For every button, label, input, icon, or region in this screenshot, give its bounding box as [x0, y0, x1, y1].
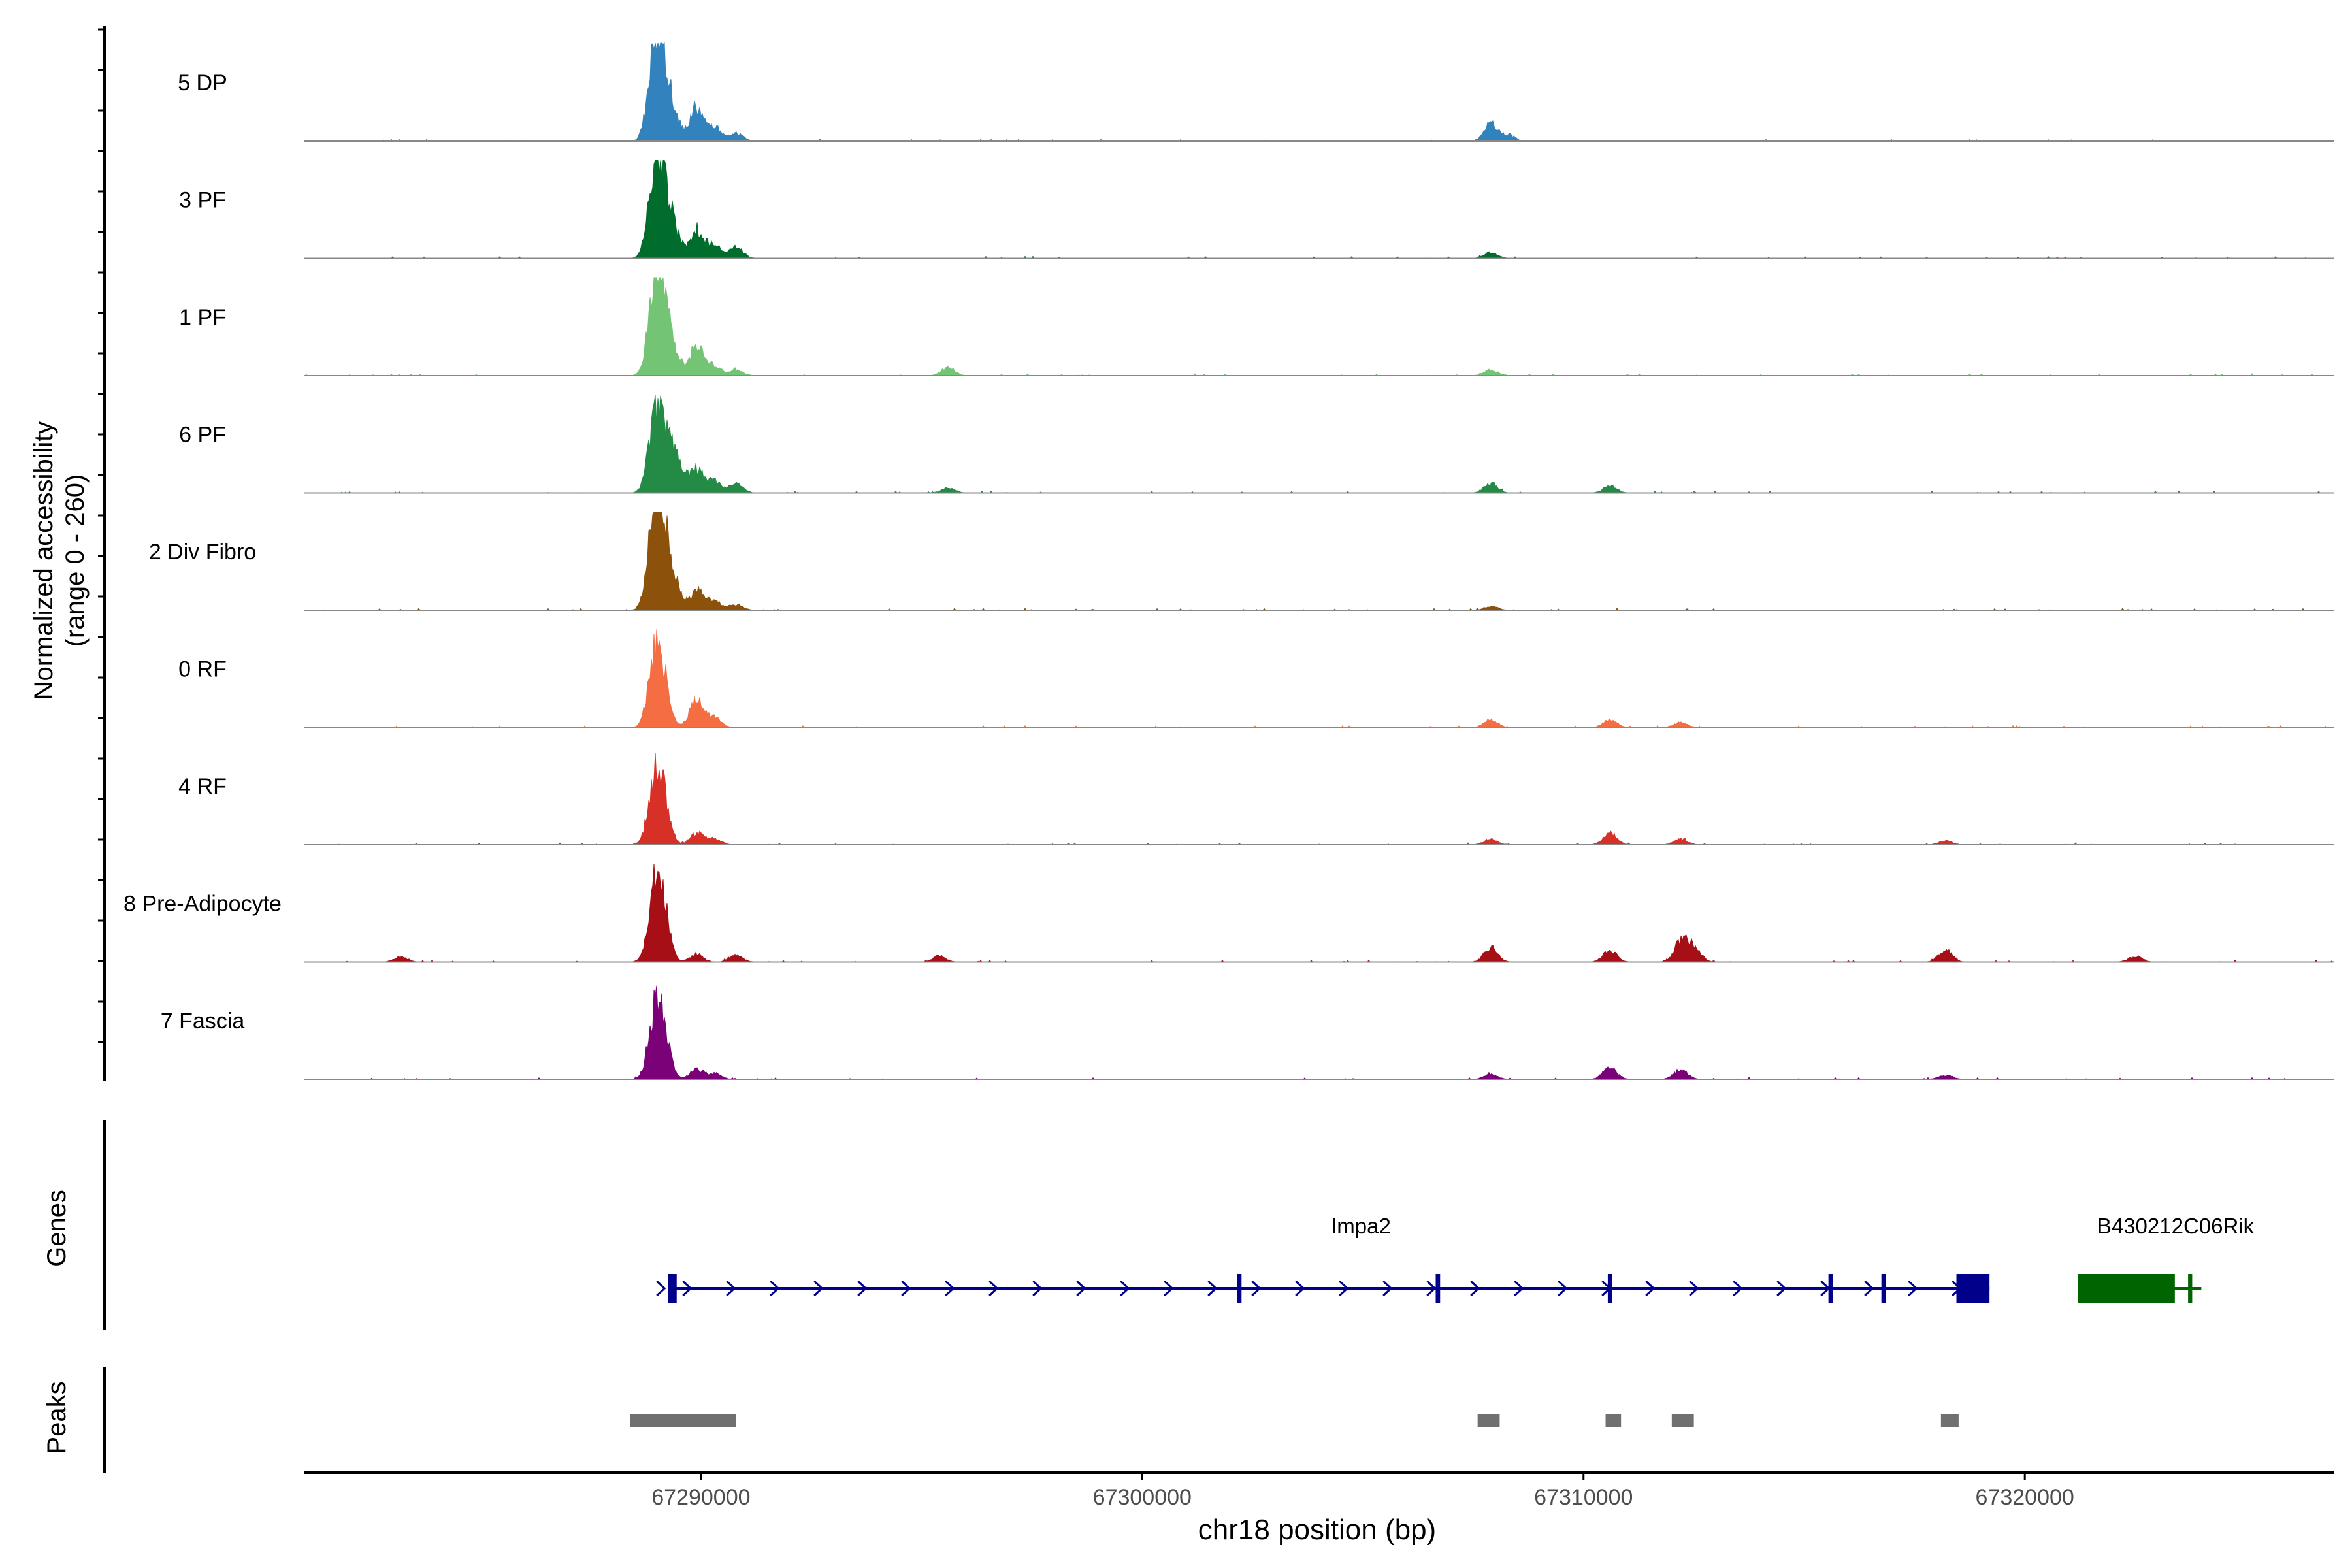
- x-axis-tick-label: 67300000: [1093, 1485, 1192, 1510]
- strand-arrow-impa2: [1908, 1280, 1918, 1297]
- coverage-area-3-pf: [304, 160, 2334, 259]
- track-label-8-pre-adipocyte: 8 Pre-Adipocyte: [123, 892, 282, 917]
- strand-arrow-impa2: [1470, 1280, 1480, 1297]
- strand-arrow-impa2: [1864, 1280, 1874, 1297]
- coverage-area-7-fascia: [304, 985, 2334, 1080]
- gene-exon-b430212c06rik: [2078, 1274, 2175, 1303]
- coverage-area-2-div-fibro: [304, 512, 2334, 611]
- strand-arrow-impa2: [1207, 1280, 1218, 1297]
- strand-arrow-impa2: [857, 1280, 868, 1297]
- strand-arrow-impa2: [901, 1280, 911, 1297]
- coverage-area-1-pf: [304, 277, 2334, 376]
- strand-arrow-impa2: [682, 1280, 693, 1297]
- peak-track: [103, 1367, 1959, 1473]
- x-axis: 67290000 67300000 67310000 67320000: [304, 1471, 2334, 1510]
- coverage-area-8-pre-adipocyte: [304, 864, 2334, 963]
- gene-exon-impa2: [1828, 1274, 1833, 1303]
- strand-arrow-impa2: [1689, 1280, 1699, 1297]
- coverage-area-5-dp: [304, 42, 2334, 142]
- strand-arrow-impa2: [1558, 1280, 1568, 1297]
- strand-arrow-impa2: [945, 1280, 955, 1297]
- x-axis-tick-label: 67310000: [1534, 1485, 1633, 1510]
- track-label-4-rf: 4 RF: [178, 774, 227, 799]
- coverage-area-0-rf: [304, 629, 2334, 728]
- track-label-3-pf: 3 PF: [179, 188, 226, 213]
- track-label-0-rf: 0 RF: [178, 657, 227, 682]
- peak-region: [1940, 1414, 1959, 1427]
- gene-track: Impa2 B430212C06Rik: [103, 1120, 2255, 1330]
- strand-arrow-impa2: [1776, 1280, 1787, 1297]
- x-axis-tick-label: 67290000: [651, 1485, 750, 1510]
- strand-arrow-impa2: [1645, 1280, 1656, 1297]
- gene-exon-impa2: [1237, 1274, 1242, 1303]
- strand-arrow-impa2: [1339, 1280, 1349, 1297]
- peak-region: [1671, 1414, 1694, 1427]
- strand-arrow-impa2: [1426, 1280, 1437, 1297]
- genes-panel-label: Genes: [42, 1190, 71, 1267]
- strand-arrow-impa2: [656, 1280, 666, 1297]
- y-axis-label-line2: (range 0 - 260): [61, 474, 90, 647]
- peak-region: [1605, 1414, 1622, 1427]
- peak-region: [1477, 1414, 1500, 1427]
- strand-arrow-impa2: [1733, 1280, 1743, 1297]
- peaks-panel-label: Peaks: [42, 1381, 71, 1454]
- track-label-6-pf: 6 PF: [179, 423, 226, 448]
- coverage-area-4-rf: [304, 753, 2334, 845]
- strand-arrow-impa2: [726, 1280, 736, 1297]
- strand-arrow-impa2: [988, 1280, 999, 1297]
- gene-label-impa2: Impa2: [1331, 1214, 1391, 1238]
- strand-arrow-impa2: [1382, 1280, 1393, 1297]
- strand-arrow-impa2: [1820, 1280, 1831, 1297]
- track-label-2-div-fibro: 2 Div Fibro: [149, 540, 256, 564]
- strand-arrow-impa2: [1601, 1280, 1612, 1297]
- x-axis-tick-label: 67320000: [1976, 1485, 2074, 1510]
- strand-arrow-impa2: [1251, 1280, 1262, 1297]
- track-label-7-fascia: 7 Fascia: [161, 1009, 245, 1034]
- strand-arrow-impa2: [770, 1280, 780, 1297]
- coverage-tracks: 5 DP 3 PF 1 PF 6 PF 2 Div Fibro 0 RF 4 RF 8 Pre…: [98, 26, 2334, 1081]
- x-axis-title: chr18 position (bp): [1198, 1514, 1436, 1546]
- strand-arrow-impa2: [813, 1280, 824, 1297]
- peak-region: [630, 1414, 736, 1427]
- track-label-5-dp: 5 DP: [178, 71, 227, 95]
- strand-arrow-impa2: [1032, 1280, 1043, 1297]
- strand-arrow-impa2: [1076, 1280, 1086, 1297]
- gene-exon-impa2: [668, 1274, 677, 1303]
- y-axis-label-line1: Normalized accessibility: [29, 421, 58, 700]
- track-label-1-pf: 1 PF: [179, 305, 226, 330]
- strand-arrow-impa2: [1120, 1280, 1130, 1297]
- strand-arrow-impa2: [1295, 1280, 1305, 1297]
- gene-label-b430212c06rik: B430212C06Rik: [2097, 1214, 2255, 1238]
- gene-exon-impa2: [1435, 1274, 1441, 1303]
- gene-exon-impa2: [1956, 1274, 1990, 1303]
- coverage-area-6-pf: [304, 395, 2334, 494]
- strand-arrow-impa2: [1952, 1280, 1962, 1297]
- strand-arrow-impa2: [1164, 1280, 1174, 1297]
- gene-exon-impa2: [1881, 1274, 1886, 1303]
- strand-arrow-impa2: [1514, 1280, 1524, 1297]
